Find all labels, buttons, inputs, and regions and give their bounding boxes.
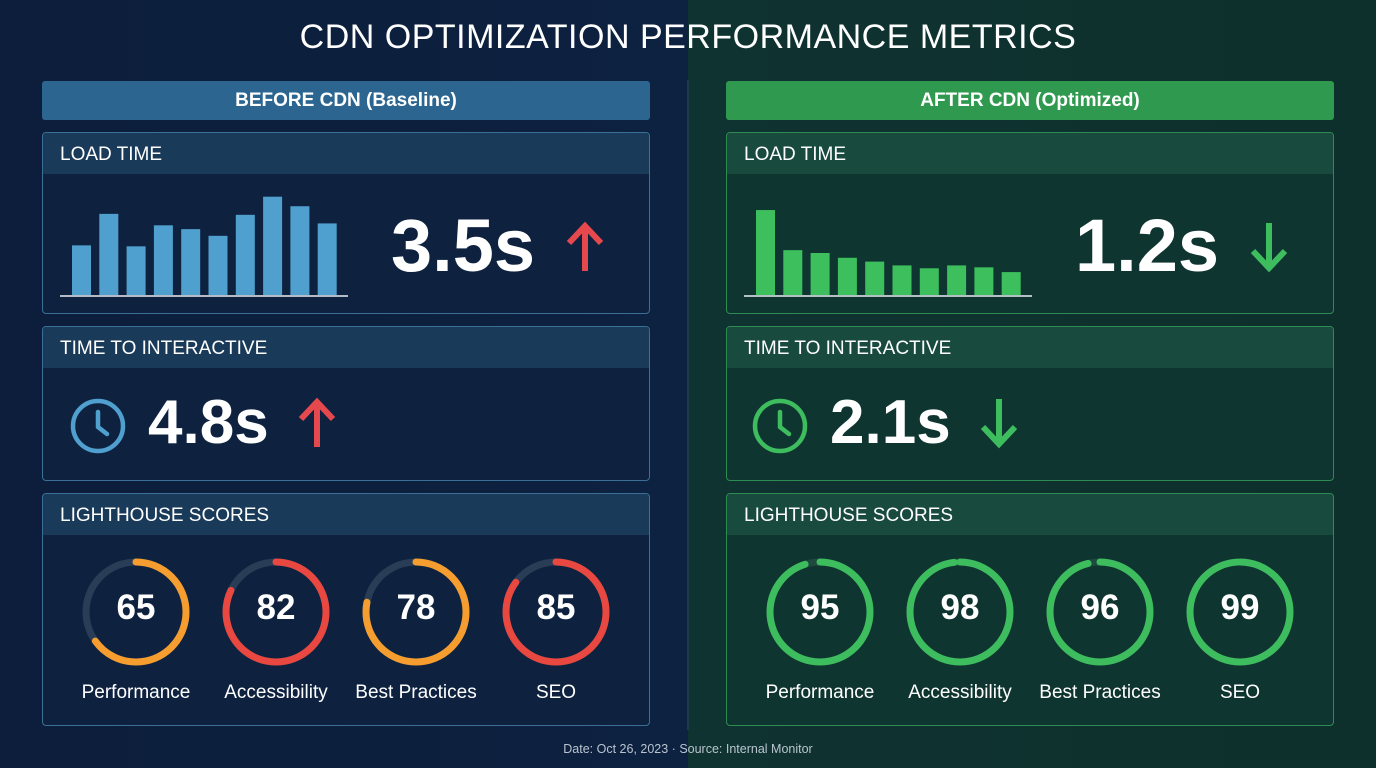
arrow-up-icon xyxy=(566,221,604,271)
page-title: CDN OPTIMIZATION PERFORMANCE METRICS xyxy=(299,18,1077,56)
gauge-arc xyxy=(222,558,330,666)
load-time-card: LOAD TIME 1.2s xyxy=(726,132,1334,314)
gauge-ring xyxy=(1046,558,1154,666)
tti-card: TIME TO INTERACTIVE 2.1s xyxy=(726,326,1334,481)
gauge-ring xyxy=(766,558,874,666)
load-time-bar xyxy=(919,268,939,295)
load-time-bar xyxy=(99,213,119,295)
tti-card: TIME TO INTERACTIVE 4.8s xyxy=(42,326,650,481)
load-time-bar xyxy=(756,210,775,295)
load-time-bar xyxy=(810,253,830,295)
after-panel: AFTER CDN (Optimized) LOAD TIME 1.2s TIM… xyxy=(726,81,1334,726)
lighthouse-gauges: 95 Performance 98 Accessibility 96 Best … xyxy=(727,556,1333,716)
gauge-label: Best Practices xyxy=(355,682,477,703)
load-time-bar xyxy=(974,267,994,295)
tti-value: 2.1s xyxy=(830,388,951,457)
load-time-bar xyxy=(263,196,283,295)
load-time-bar-chart xyxy=(60,196,348,297)
gauge-score: 96 xyxy=(1080,588,1120,627)
card-title: TIME TO INTERACTIVE xyxy=(43,327,649,368)
lighthouse-card: LIGHTHOUSE SCORES 65 Performance 82 Acce… xyxy=(42,493,650,726)
gauge-score: 95 xyxy=(800,588,840,627)
gauge-label: Performance xyxy=(81,682,191,703)
gauge-label: Accessibility xyxy=(908,682,1012,703)
gauge-arc xyxy=(362,558,470,666)
gauge-label: SEO xyxy=(535,682,577,703)
arrow-down-icon xyxy=(1250,223,1288,273)
gauge-ring xyxy=(82,558,190,666)
gauge-ring xyxy=(906,558,1014,666)
gauge-arc xyxy=(82,558,190,666)
gauge-score: 78 xyxy=(396,588,436,627)
lighthouse-card: LIGHTHOUSE SCORES 95 Performance 98 Acce… xyxy=(726,493,1334,726)
arrow-down-icon xyxy=(980,399,1018,449)
gauge-ring xyxy=(1186,558,1294,666)
gauge-label: Performance xyxy=(765,682,875,703)
gauge-score: 85 xyxy=(536,588,576,627)
gauge-seo: 85 SEO xyxy=(486,556,626,704)
gauge-ring xyxy=(502,558,610,666)
gauge-ring xyxy=(362,558,470,666)
gauge-score: 99 xyxy=(1220,588,1260,627)
load-time-bar xyxy=(892,265,912,295)
gauge-score: 98 xyxy=(940,588,980,627)
load-time-card: LOAD TIME 3.5s xyxy=(42,132,650,314)
clock-icon xyxy=(70,398,126,454)
load-time-bar xyxy=(947,265,967,295)
card-title: LOAD TIME xyxy=(43,133,649,174)
load-time-bar xyxy=(783,250,803,295)
load-time-value: 1.2s xyxy=(1075,204,1220,287)
gauge-arc xyxy=(1186,558,1294,666)
load-time-bar xyxy=(181,229,201,295)
load-time-bar xyxy=(126,246,146,295)
gauge-best-practices: 78 Best Practices xyxy=(346,556,486,704)
load-time-bar xyxy=(290,206,310,295)
card-title: TIME TO INTERACTIVE xyxy=(727,327,1333,368)
arrow-up-icon xyxy=(298,397,336,447)
card-title: LOAD TIME xyxy=(727,133,1333,174)
gauge-arc xyxy=(502,558,610,666)
clock-icon xyxy=(752,398,808,454)
load-time-bar xyxy=(72,245,91,295)
gauge-accessibility: 98 Accessibility xyxy=(890,556,1030,704)
lighthouse-gauges: 65 Performance 82 Accessibility 78 Best … xyxy=(43,556,649,716)
load-time-bar xyxy=(235,214,255,295)
load-time-bar xyxy=(865,261,885,295)
card-title: LIGHTHOUSE SCORES xyxy=(727,494,1333,535)
gauge-arc xyxy=(766,558,874,666)
before-panel: BEFORE CDN (Baseline) LOAD TIME 3.5s TIM… xyxy=(42,81,650,726)
gauge-accessibility: 82 Accessibility xyxy=(206,556,346,704)
gauge-best-practices: 96 Best Practices xyxy=(1030,556,1170,704)
gauge-label: Accessibility xyxy=(224,682,328,703)
gauge-score: 65 xyxy=(116,588,156,627)
load-time-bar xyxy=(208,235,228,295)
divider xyxy=(687,80,689,730)
gauge-performance: 65 Performance xyxy=(66,556,206,704)
load-time-bar xyxy=(153,225,173,295)
gauge-seo: 99 SEO xyxy=(1170,556,1310,704)
tti-value: 4.8s xyxy=(148,388,269,457)
gauge-score: 82 xyxy=(256,588,296,627)
gauge-ring xyxy=(222,558,330,666)
footer-caption: Date: Oct 26, 2023 · Source: Internal Mo… xyxy=(563,742,813,756)
load-time-bar xyxy=(317,223,337,295)
gauge-arc xyxy=(1046,558,1154,666)
gauge-label: SEO xyxy=(1219,682,1261,703)
gauge-arc xyxy=(906,558,1014,666)
load-time-bar xyxy=(837,257,857,295)
load-time-bar xyxy=(1001,272,1021,295)
card-title: LIGHTHOUSE SCORES xyxy=(43,494,649,535)
before-banner: BEFORE CDN (Baseline) xyxy=(42,81,650,120)
load-time-bar-chart xyxy=(744,210,1032,297)
load-time-value: 3.5s xyxy=(391,204,536,287)
gauge-performance: 95 Performance xyxy=(750,556,890,704)
gauge-label: Best Practices xyxy=(1039,682,1161,703)
after-banner: AFTER CDN (Optimized) xyxy=(726,81,1334,120)
